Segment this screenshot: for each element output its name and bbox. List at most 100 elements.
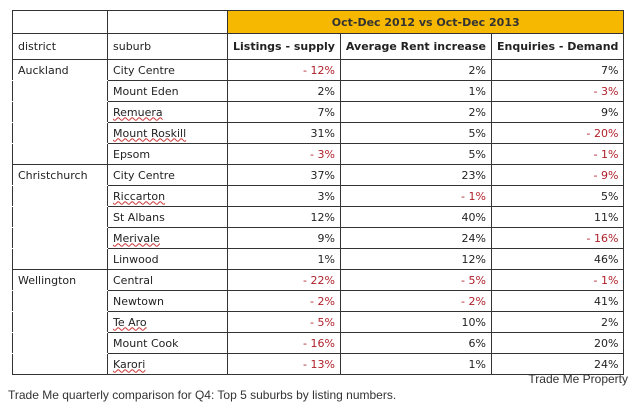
rent-cell: 2%	[339, 101, 492, 123]
rent-cell: 6%	[339, 332, 492, 354]
district-cell: Christchurch	[12, 164, 108, 186]
listings-cell: 1%	[227, 248, 341, 270]
header-suburb: suburb	[107, 33, 228, 60]
suburb-cell: Te Aro	[107, 311, 228, 333]
district-cell	[12, 332, 108, 354]
district-cell	[12, 143, 108, 165]
enquiries-cell: 46%	[490, 248, 625, 270]
header-enquiries: Enquiries - Demand	[490, 33, 625, 60]
listings-cell: 31%	[227, 122, 341, 144]
suburb-cell: Remuera	[107, 101, 228, 123]
table-row: Merivale 9% 24% - 16%	[12, 227, 625, 249]
listings-cell: - 5%	[227, 311, 341, 333]
header-rent: Average Rent increase	[339, 33, 492, 60]
enquiries-cell: 5%	[490, 185, 625, 207]
source-label: Trade Me Property	[528, 372, 628, 386]
rent-cell: 23%	[339, 164, 492, 186]
suburb-cell: Merivale	[107, 227, 228, 249]
table-row: Riccarton 3% - 1% 5%	[12, 185, 625, 207]
table-row: Mount Eden 2% 1% - 3%	[12, 80, 625, 102]
rent-cell: 2%	[339, 59, 492, 81]
district-cell	[12, 227, 108, 249]
district-cell	[12, 311, 108, 333]
rent-cell: 12%	[339, 248, 492, 270]
listings-cell: - 2%	[227, 290, 341, 312]
enquiries-cell: - 3%	[490, 80, 625, 102]
column-header-row: district suburb Listings - supply Averag…	[12, 33, 625, 60]
rent-cell: 5%	[339, 122, 492, 144]
rent-cell: 1%	[339, 80, 492, 102]
district-cell	[12, 290, 108, 312]
suburb-cell: City Centre	[107, 164, 228, 186]
listings-cell: - 16%	[227, 332, 341, 354]
district-cell	[12, 101, 108, 123]
district-cell	[12, 122, 108, 144]
table-row: St Albans 12% 40% 11%	[12, 206, 625, 228]
header-district: district	[12, 33, 108, 60]
enquiries-cell: 2%	[490, 311, 625, 333]
listings-cell: 9%	[227, 227, 341, 249]
enquiries-cell: 11%	[490, 206, 625, 228]
suburb-cell: Mount Cook	[107, 332, 228, 354]
table-row: Te Aro - 5% 10% 2%	[12, 311, 625, 333]
table-row: Remuera 7% 2% 9%	[12, 101, 625, 123]
suburb-cell: Linwood	[107, 248, 228, 270]
header-listings: Listings - supply	[227, 33, 341, 60]
listings-cell: - 22%	[227, 269, 341, 291]
rent-cell: 5%	[339, 143, 492, 165]
enquiries-cell: 24%	[490, 353, 625, 375]
table-row: Mount Cook - 16% 6% 20%	[12, 332, 625, 354]
district-cell	[12, 353, 108, 375]
table-row: Christchurch City Centre 37% 23% - 9%	[12, 164, 625, 186]
suburb-cell: Mount Eden	[107, 80, 228, 102]
suburb-cell: City Centre	[107, 59, 228, 81]
rental-comparison-table: Oct-Dec 2012 vs Oct-Dec 2013 district su…	[12, 10, 625, 375]
rent-cell: - 2%	[339, 290, 492, 312]
table-row: Mount Roskill 31% 5% - 20%	[12, 122, 625, 144]
suburb-cell: Newtown	[107, 290, 228, 312]
enquiries-cell: - 16%	[490, 227, 625, 249]
empty-cell	[12, 10, 108, 34]
district-cell: Auckland	[12, 59, 108, 81]
listings-cell: - 3%	[227, 143, 341, 165]
enquiries-cell: 7%	[490, 59, 625, 81]
listings-cell: - 13%	[227, 353, 341, 375]
table-row: Newtown - 2% - 2% 41%	[12, 290, 625, 312]
listings-cell: 37%	[227, 164, 341, 186]
enquiries-cell: - 1%	[490, 143, 625, 165]
table-row: Karori - 13% 1% 24%	[12, 353, 625, 375]
rent-cell: 10%	[339, 311, 492, 333]
enquiries-cell: - 9%	[490, 164, 625, 186]
suburb-cell: Epsom	[107, 143, 228, 165]
district-cell	[12, 80, 108, 102]
district-cell: Wellington	[12, 269, 108, 291]
listings-cell: 7%	[227, 101, 341, 123]
rent-cell: - 1%	[339, 185, 492, 207]
period-header: Oct-Dec 2012 vs Oct-Dec 2013	[226, 10, 625, 34]
rent-cell: 24%	[339, 227, 492, 249]
empty-cell	[107, 10, 228, 34]
table-row: Epsom - 3% 5% - 1%	[12, 143, 625, 165]
rent-cell: 40%	[339, 206, 492, 228]
period-row: Oct-Dec 2012 vs Oct-Dec 2013	[12, 10, 625, 34]
table-row: Auckland City Centre - 12% 2% 7%	[12, 59, 625, 81]
enquiries-cell: 9%	[490, 101, 625, 123]
suburb-cell: Central	[107, 269, 228, 291]
suburb-cell: St Albans	[107, 206, 228, 228]
suburb-cell: Karori	[107, 353, 228, 375]
table-row: Wellington Central - 22% - 5% - 1%	[12, 269, 625, 291]
listings-cell: 12%	[227, 206, 341, 228]
rent-cell: 1%	[339, 353, 492, 375]
listings-cell: 3%	[227, 185, 341, 207]
enquiries-cell: 20%	[490, 332, 625, 354]
suburb-cell: Riccarton	[107, 185, 228, 207]
district-cell	[12, 206, 108, 228]
enquiries-cell: - 1%	[490, 269, 625, 291]
suburb-cell: Mount Roskill	[107, 122, 228, 144]
table-row: Linwood 1% 12% 46%	[12, 248, 625, 270]
district-cell	[12, 185, 108, 207]
enquiries-cell: 41%	[490, 290, 625, 312]
rent-cell: - 5%	[339, 269, 492, 291]
enquiries-cell: - 20%	[490, 122, 625, 144]
district-cell	[12, 248, 108, 270]
